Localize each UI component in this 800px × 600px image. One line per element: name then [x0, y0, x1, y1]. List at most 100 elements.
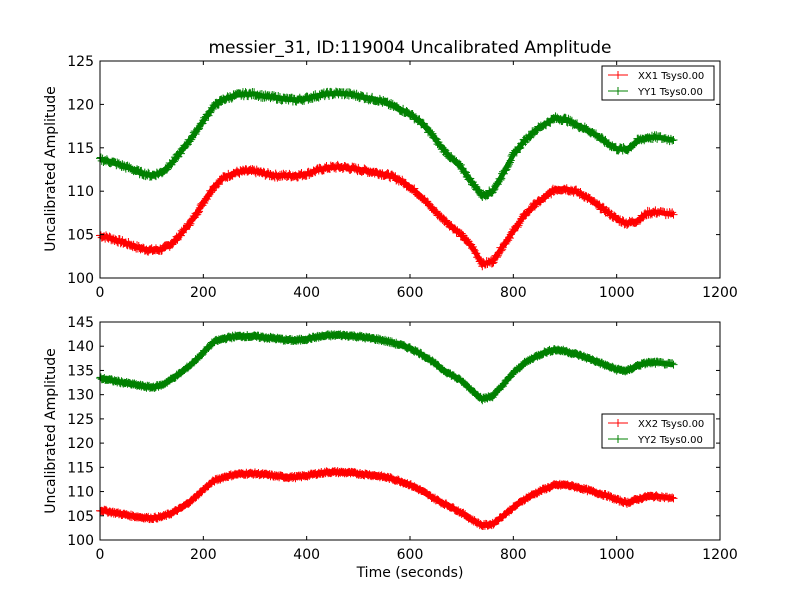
y-tick-label: 110	[67, 485, 94, 501]
x-tick-label: 600	[397, 547, 424, 563]
data-point	[308, 94, 317, 103]
data-point	[531, 200, 540, 209]
data-point	[437, 141, 445, 150]
data-point	[187, 135, 196, 144]
y-tick-label: 100	[67, 271, 94, 287]
y-tick-label: 120	[67, 97, 94, 113]
data-point	[185, 221, 194, 230]
y-tick-label: 100	[67, 533, 94, 549]
data-point	[470, 180, 479, 189]
data-point	[461, 167, 470, 176]
data-point	[175, 148, 184, 157]
data-point	[213, 101, 222, 110]
x-tick-label: 600	[397, 285, 424, 301]
data-point	[301, 172, 310, 181]
data-point	[505, 160, 514, 169]
data-point	[459, 231, 468, 240]
data-point	[186, 219, 195, 228]
data-point	[194, 208, 203, 217]
data-point	[669, 360, 678, 369]
data-point	[432, 207, 441, 216]
data-point	[504, 161, 513, 170]
data-point	[517, 139, 526, 148]
data-point	[184, 499, 193, 508]
data-point	[669, 135, 678, 144]
data-point	[669, 210, 678, 219]
x-tick-label: 1200	[702, 547, 738, 563]
series-xx2	[96, 467, 678, 531]
series-yy1	[96, 87, 678, 202]
data-point	[497, 174, 506, 183]
data-point	[529, 130, 538, 139]
data-point	[492, 179, 501, 188]
data-point	[157, 247, 166, 256]
series-xx1	[96, 160, 678, 271]
y-axis-label: Uncalibrated Amplitude	[43, 86, 59, 252]
y-tick-label: 115	[67, 141, 94, 157]
data-point	[499, 169, 508, 178]
legend-label: XX2 Tsys0.00	[638, 419, 704, 430]
data-point	[457, 229, 466, 238]
chart-top: messier_31, ID:119004 Uncalibrated Ampli…	[43, 38, 738, 301]
data-point	[492, 253, 501, 262]
data-point	[383, 97, 392, 106]
data-point	[214, 180, 223, 189]
data-point	[241, 88, 250, 97]
legend-marker	[614, 419, 622, 427]
data-point	[630, 139, 639, 148]
data-point	[455, 159, 464, 168]
data-point	[497, 246, 506, 255]
data-point	[505, 234, 514, 243]
data-point	[546, 118, 555, 127]
legend-label: XX1 Tsys0.00	[638, 71, 704, 82]
legend-marker	[614, 435, 622, 443]
x-tick-label: 1000	[599, 285, 635, 301]
data-point	[515, 144, 524, 153]
data-point	[207, 188, 216, 197]
data-point	[668, 359, 677, 368]
x-tick-label: 400	[293, 547, 320, 563]
y-tick-label: 105	[67, 509, 94, 525]
data-point	[194, 354, 203, 363]
legend-marker	[614, 87, 622, 95]
data-point	[472, 249, 481, 258]
y-tick-label: 125	[67, 54, 94, 70]
x-tick-label: 400	[293, 285, 320, 301]
data-point	[188, 133, 197, 142]
x-tick-label: 200	[190, 547, 217, 563]
data-point	[137, 166, 146, 175]
x-tick-label: 1200	[702, 285, 738, 301]
data-point	[96, 153, 105, 162]
data-point	[216, 176, 225, 185]
data-point	[430, 134, 439, 143]
data-point	[469, 245, 478, 254]
data-point	[469, 181, 478, 190]
x-tick-label: 800	[500, 285, 527, 301]
legend: XX1 Tsys0.00 YY1 Tsys0.00	[601, 65, 715, 101]
data-point	[506, 156, 515, 165]
data-point	[493, 251, 502, 260]
data-point	[513, 223, 522, 232]
legend: XX2 Tsys0.00 YY2 Tsys0.00	[601, 413, 715, 449]
data-point	[194, 125, 203, 134]
data-point	[474, 253, 483, 262]
data-point	[668, 493, 677, 502]
series-yy2	[96, 330, 678, 405]
data-point	[195, 207, 204, 216]
legend-label: YY2 Tsys0.00	[637, 435, 703, 446]
data-point	[561, 113, 569, 122]
data-point	[208, 105, 217, 114]
data-point	[176, 231, 185, 240]
x-tick-label: 200	[190, 285, 217, 301]
x-tick-label: 1000	[599, 547, 635, 563]
data-point	[489, 258, 498, 267]
data-point	[428, 129, 437, 138]
data-point	[510, 226, 519, 235]
y-tick-label: 145	[67, 315, 94, 331]
data-point	[461, 168, 470, 177]
y-axis-label: Uncalibrated Amplitude	[43, 348, 59, 514]
data-point	[214, 100, 223, 109]
y-tick-label: 130	[67, 388, 94, 404]
data-point	[501, 166, 510, 175]
